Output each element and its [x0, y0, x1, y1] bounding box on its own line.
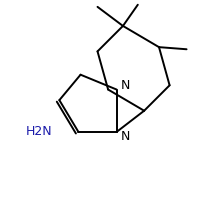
Text: H2N: H2N: [25, 125, 52, 138]
Text: N: N: [121, 79, 130, 92]
Text: N: N: [121, 130, 130, 143]
